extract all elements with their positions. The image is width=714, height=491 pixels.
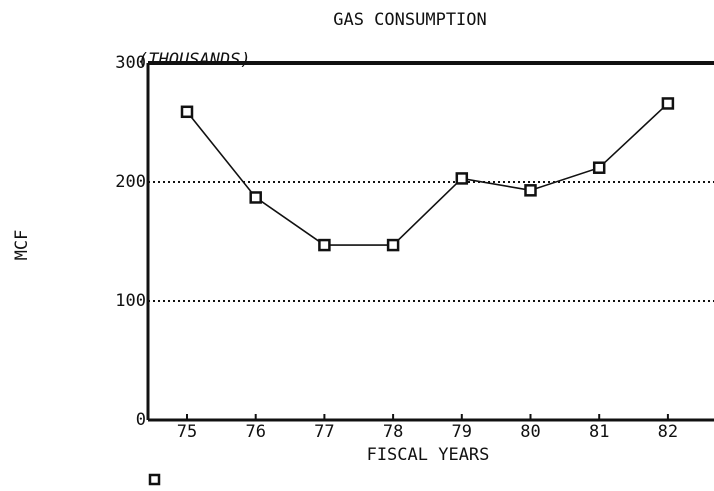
annotation: (THOUSANDS) (138, 50, 251, 70)
data-point (661, 97, 675, 110)
data-point (455, 172, 469, 185)
x-tick-label: 82 (658, 422, 678, 442)
x-tick-label: 77 (314, 422, 334, 442)
x-tick-label: 75 (177, 422, 197, 442)
x-tick-label: 76 (245, 422, 265, 442)
y-axis-label: MCF (12, 230, 32, 261)
x-tick-label: 79 (452, 422, 472, 442)
data-point (180, 105, 194, 119)
data-point (249, 191, 262, 204)
x-tick-label: 80 (520, 422, 540, 442)
y-tick-label: 0 (136, 410, 146, 430)
data-point (318, 238, 331, 252)
y-tick-label: 300 (115, 53, 146, 73)
y-tick-label: 100 (115, 291, 146, 311)
x-tick-label: 78 (383, 422, 403, 442)
legend-marker (148, 473, 161, 486)
data-line (186, 102, 669, 246)
y-tick-label: 200 (115, 172, 146, 192)
x-axis-label: FISCAL YEARS (367, 445, 490, 465)
data-point (524, 184, 537, 197)
x-tick-label: 81 (589, 422, 609, 442)
data-point (592, 161, 606, 174)
data-point (386, 238, 400, 252)
chart-title: GAS CONSUMPTION (333, 10, 487, 30)
